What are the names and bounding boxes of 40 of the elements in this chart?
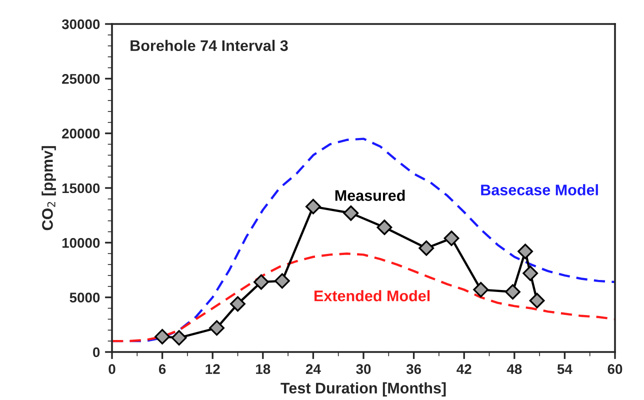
x-tick-label: 42 — [456, 364, 472, 374]
y-tick-label: 0 — [93, 347, 100, 358]
x-tick-label: 18 — [256, 364, 270, 374]
series-label: Extended Model — [314, 290, 430, 302]
point — [305, 198, 321, 214]
x-axis-title: Test Duration [Months] — [280, 382, 446, 397]
point — [418, 240, 434, 256]
point — [274, 273, 290, 289]
point — [522, 266, 538, 281]
point — [230, 296, 246, 312]
point — [343, 205, 359, 221]
point — [209, 320, 224, 336]
x-tick-label: 24 — [306, 364, 321, 374]
y-tick-label: 5000 — [70, 292, 100, 303]
point — [505, 284, 520, 300]
x-tick-label: 36 — [406, 364, 422, 374]
point — [518, 244, 534, 260]
y-axis-title: CO$_{2}$ [ppmv] — [42, 146, 56, 230]
x-tick-label: 30 — [356, 364, 371, 374]
x-tick-label: 54 — [557, 364, 572, 374]
y-tick-label: 30000 — [62, 19, 100, 30]
point — [444, 230, 460, 246]
x-tick-label: 60 — [608, 364, 622, 374]
series-label: Measured — [335, 190, 405, 201]
point — [254, 274, 269, 290]
point — [473, 282, 489, 298]
y-tick-label: 20000 — [62, 128, 100, 139]
point — [154, 328, 170, 344]
y-tick-label: 25000 — [62, 74, 100, 84]
point — [529, 292, 545, 308]
annotation: Borehole 74 Interval 3 — [130, 40, 288, 52]
x-tick-label: 48 — [506, 364, 522, 374]
y-tick-label: 10000 — [62, 238, 100, 248]
x-tick-label: 12 — [206, 364, 220, 374]
x-tick-label: 6 — [158, 364, 166, 374]
point — [171, 330, 187, 346]
point — [376, 220, 392, 236]
y-tick-label: 15000 — [62, 183, 100, 194]
series-label: Basecase Model — [481, 184, 598, 196]
x-tick-label: 0 — [108, 364, 116, 374]
